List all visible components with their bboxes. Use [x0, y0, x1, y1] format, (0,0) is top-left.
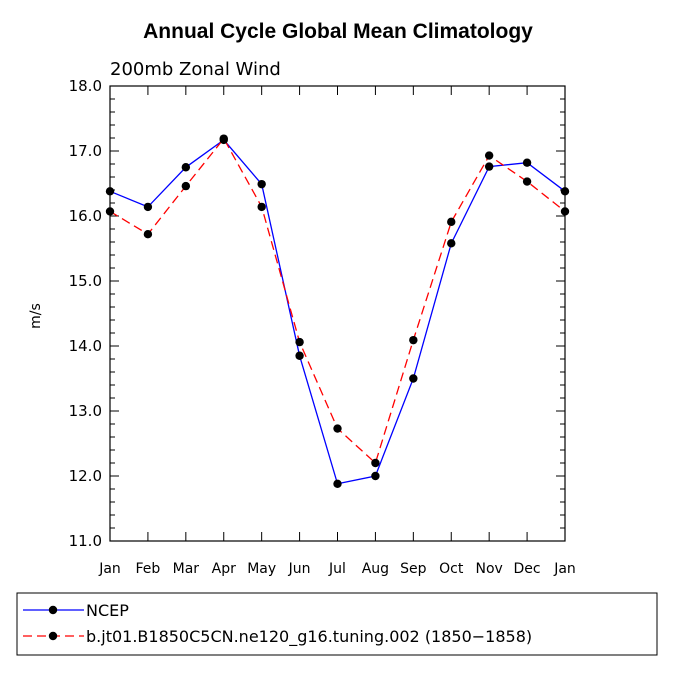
data-point-series-1: [181, 163, 191, 172]
x-tick-label: Mar: [173, 561, 200, 577]
y-axis-ticks: 11.0 12.0 13.0 14.0 15.0 16.0 17.0 18.0: [69, 77, 565, 550]
x-axis-ticks: Jan Feb Mar Apr May Jun Jul Aug Sep Oct Nov Dec Jan: [98, 86, 576, 577]
y-tick-label: 16.0: [69, 207, 102, 225]
x-tick-label: Dec: [514, 561, 541, 577]
x-tick-label: May: [247, 561, 276, 577]
data-point-series-1: [409, 374, 418, 383]
data-point-series-1: [371, 471, 380, 481]
y-tick-label: 11.0: [69, 532, 102, 550]
data-point-series-1: [522, 158, 532, 167]
data-point-series-2: [447, 217, 456, 227]
x-tick-label: Jun: [288, 561, 311, 577]
chart-title: Annual Cycle Global Mean Climatology: [143, 20, 533, 43]
data-point-series-1: [295, 351, 304, 360]
data-point-series-1: [257, 179, 266, 189]
data-point-series-2: [484, 151, 494, 160]
x-tick-label: Jan: [553, 561, 576, 577]
y-tick-label: 13.0: [69, 402, 102, 420]
data-point-series-2: [522, 177, 532, 186]
data-point-series-2: [295, 337, 304, 347]
data-point-series-2: [105, 207, 115, 216]
y-tick-label: 12.0: [69, 467, 102, 485]
legend-box: [16, 592, 658, 656]
y-tick-label: 15.0: [69, 272, 102, 290]
chart-subtitle: 200mb Zonal Wind: [110, 59, 281, 80]
y-axis-label: m/s: [28, 303, 44, 329]
plot-frame: [109, 85, 566, 542]
data-point-series-1: [560, 187, 570, 196]
data-point-series-2: [333, 424, 342, 433]
data-point-series-1: [484, 162, 494, 171]
legend-label-2: b.jt01.B1850C5CN.ne120_g16.tuning.002 (1…: [86, 627, 532, 647]
x-tick-label: Feb: [136, 561, 161, 577]
data-point-series-1: [447, 239, 456, 248]
y-tick-label: 18.0: [69, 77, 102, 95]
data-point-series-2: [257, 202, 266, 212]
data-point-series-2: [371, 458, 380, 468]
y-tick-label: 17.0: [69, 142, 102, 160]
data-point-series-2: [560, 207, 570, 216]
series-line-2: [109, 137, 566, 465]
series-group: [105, 134, 570, 488]
x-tick-label: Nov: [476, 561, 503, 577]
data-point-series-1: [333, 479, 342, 488]
data-point-series-2: [219, 134, 228, 143]
data-point-series-1: [143, 202, 153, 212]
data-point-series-1: [105, 187, 115, 196]
data-point-series-2: [143, 230, 153, 239]
y-tick-label: 14.0: [69, 337, 102, 355]
data-point-series-2: [181, 181, 191, 191]
legend-label-1: NCEP: [86, 601, 129, 620]
legend: NCEP b.jt01.B1850C5CN.ne120_g16.tuning.00…: [16, 592, 658, 656]
x-tick-label: Jul: [328, 561, 346, 577]
legend-marker-1: [48, 605, 58, 615]
x-tick-label: Sep: [400, 561, 427, 577]
x-tick-label: Jan: [98, 561, 121, 577]
x-tick-label: Apr: [212, 561, 236, 577]
x-tick-label: Aug: [362, 561, 389, 577]
data-point-series-2: [409, 335, 418, 345]
legend-marker-2: [48, 631, 58, 641]
x-tick-label: Oct: [439, 561, 464, 577]
